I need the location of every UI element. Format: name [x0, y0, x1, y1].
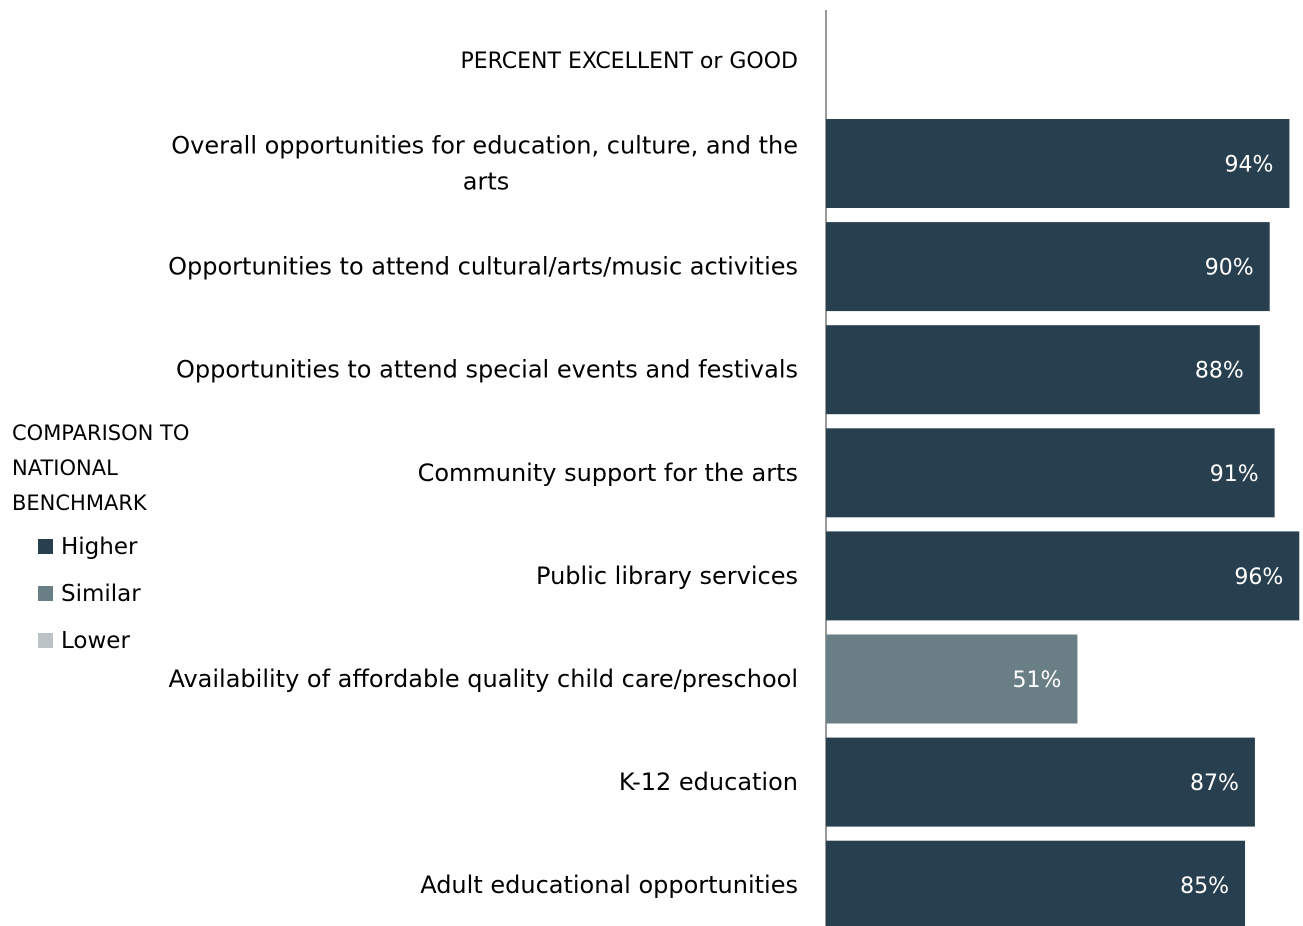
- bar-2: [826, 222, 1270, 312]
- bar-value-label: 90%: [1205, 256, 1254, 281]
- legend-label-similar: Similar: [61, 580, 141, 607]
- category-label: K-12 education: [619, 768, 798, 796]
- category-label: Public library services: [536, 562, 798, 590]
- legend: COMPARISON TO NATIONAL BENCHMARK Higher …: [12, 416, 252, 664]
- category-label: Community support for the arts: [418, 459, 798, 487]
- category-label: Adult educational opportunities: [420, 871, 798, 899]
- bar-value-label: 51%: [1013, 668, 1062, 693]
- legend-swatch-lower: [38, 633, 53, 648]
- category-label: Opportunities to attend special events a…: [176, 356, 798, 384]
- bars-group: 94% Overall opportunities for education, …: [168, 119, 1300, 926]
- bar-value-label: 88%: [1195, 359, 1244, 384]
- category-label: Availability of affordable quality child…: [168, 665, 798, 693]
- legend-swatch-similar: [38, 586, 53, 601]
- legend-label-lower: Lower: [61, 627, 130, 654]
- category-label: arts: [463, 168, 510, 196]
- bar-value-label: 85%: [1180, 874, 1229, 899]
- legend-title-line: NATIONAL: [12, 456, 118, 480]
- chart-header: PERCENT EXCELLENT or GOOD: [460, 49, 798, 74]
- legend-title-line: COMPARISON TO: [12, 421, 190, 445]
- bar-value-label: 87%: [1190, 771, 1239, 796]
- legend-title: COMPARISON TO NATIONAL BENCHMARK: [12, 416, 252, 521]
- bar-4: [826, 428, 1275, 518]
- bar-1: [826, 119, 1290, 208]
- legend-item-higher: Higher: [38, 523, 252, 570]
- bar-8: [826, 840, 1246, 926]
- bar-value-label: 96%: [1234, 565, 1283, 590]
- bar-3: [826, 325, 1260, 415]
- category-label: Overall opportunities for education, cul…: [171, 132, 798, 160]
- category-label: Opportunities to attend cultural/arts/mu…: [168, 253, 798, 281]
- legend-swatch-higher: [38, 539, 53, 554]
- bar-7: [826, 737, 1255, 827]
- bar-5: [826, 531, 1300, 621]
- bar-6: [826, 634, 1078, 724]
- bar-value-label: 91%: [1210, 462, 1259, 487]
- legend-item-similar: Similar: [38, 570, 252, 617]
- legend-item-lower: Lower: [38, 617, 252, 664]
- legend-title-line: BENCHMARK: [12, 491, 147, 515]
- legend-label-higher: Higher: [61, 533, 138, 560]
- bar-value-label: 94%: [1225, 153, 1274, 178]
